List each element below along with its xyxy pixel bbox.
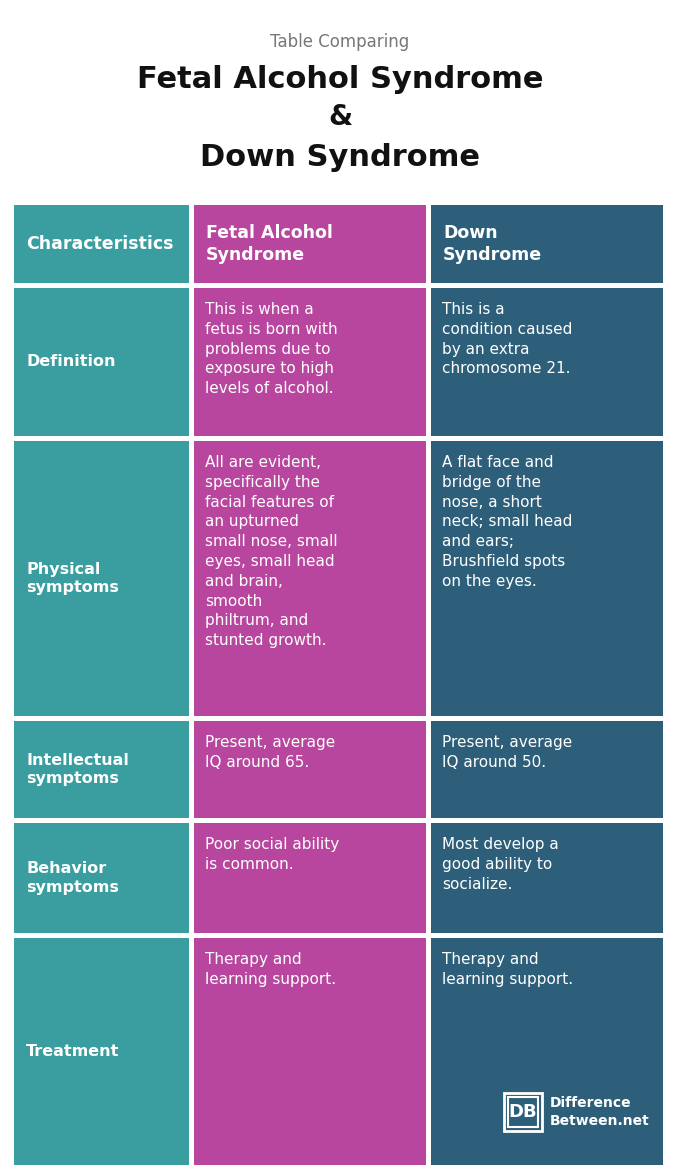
Text: A flat face and
bridge of the
nose, a short
neck; small head
and ears;
Brushfiel: A flat face and bridge of the nose, a sh… bbox=[442, 455, 573, 589]
Text: Most develop a
good ability to
socialize.: Most develop a good ability to socialize… bbox=[442, 837, 559, 892]
Text: Intellectual
symptoms: Intellectual symptoms bbox=[26, 752, 129, 786]
Bar bbox=[431, 721, 663, 818]
Bar bbox=[14, 721, 189, 818]
Bar bbox=[431, 205, 663, 283]
Text: Fetal Alcohol
Syndrome: Fetal Alcohol Syndrome bbox=[206, 223, 333, 264]
Bar bbox=[504, 1093, 542, 1131]
Text: All are evident,
specifically the
facial features of
an upturned
small nose, sma: All are evident, specifically the facial… bbox=[205, 455, 338, 648]
Bar bbox=[508, 1097, 538, 1127]
Bar bbox=[14, 205, 189, 283]
Text: Physical
symptoms: Physical symptoms bbox=[26, 562, 119, 596]
Bar bbox=[194, 441, 426, 716]
Bar bbox=[431, 823, 663, 932]
Bar bbox=[14, 823, 189, 932]
Text: This is when a
fetus is born with
problems due to
exposure to high
levels of alc: This is when a fetus is born with proble… bbox=[205, 302, 338, 397]
Text: Fetal Alcohol Syndrome: Fetal Alcohol Syndrome bbox=[137, 66, 543, 95]
Text: Treatment: Treatment bbox=[26, 1044, 120, 1059]
Bar bbox=[431, 938, 663, 1165]
Text: Down
Syndrome: Down Syndrome bbox=[443, 223, 542, 264]
Bar bbox=[194, 205, 426, 283]
Bar bbox=[194, 938, 426, 1165]
Bar bbox=[194, 721, 426, 818]
Bar bbox=[194, 288, 426, 436]
Text: Behavior
symptoms: Behavior symptoms bbox=[26, 861, 119, 895]
Text: &: & bbox=[328, 103, 352, 131]
Bar bbox=[14, 938, 189, 1165]
Text: Characteristics: Characteristics bbox=[26, 235, 173, 253]
Text: This is a
condition caused
by an extra
chromosome 21.: This is a condition caused by an extra c… bbox=[442, 302, 573, 377]
Bar bbox=[14, 288, 189, 436]
Text: Present, average
IQ around 65.: Present, average IQ around 65. bbox=[205, 735, 335, 770]
Text: Definition: Definition bbox=[26, 355, 116, 370]
Text: Present, average
IQ around 50.: Present, average IQ around 50. bbox=[442, 735, 573, 770]
Text: DB: DB bbox=[509, 1103, 537, 1121]
Text: Therapy and
learning support.: Therapy and learning support. bbox=[442, 952, 573, 986]
Text: Therapy and
learning support.: Therapy and learning support. bbox=[205, 952, 336, 986]
Bar bbox=[194, 823, 426, 932]
Bar bbox=[431, 441, 663, 716]
Text: Poor social ability
is common.: Poor social ability is common. bbox=[205, 837, 339, 872]
Bar bbox=[14, 441, 189, 716]
Bar bbox=[431, 288, 663, 436]
Text: Difference
Between.net: Difference Between.net bbox=[550, 1096, 650, 1128]
Text: Table Comparing: Table Comparing bbox=[271, 33, 409, 51]
Text: Down Syndrome: Down Syndrome bbox=[200, 143, 480, 172]
